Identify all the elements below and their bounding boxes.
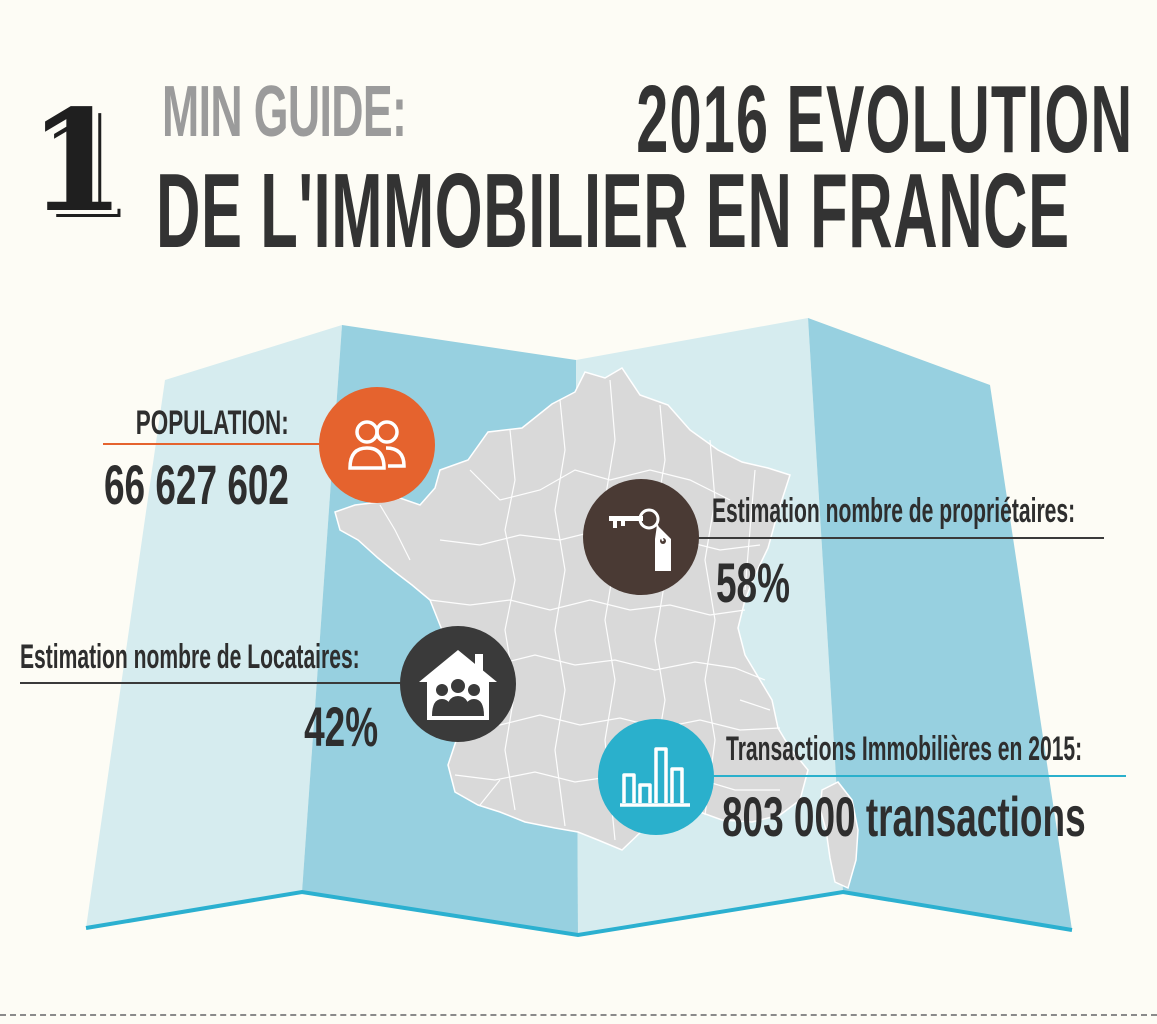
tenants-badge — [400, 626, 516, 742]
people-icon — [348, 420, 406, 470]
year-title: 2016 EVOLUTION — [636, 66, 1133, 173]
population-value: 66 627 602 — [104, 453, 289, 516]
key-tag-icon — [609, 508, 671, 571]
tenants-value: 42% — [304, 695, 378, 758]
transactions-value: 803 000 transactions — [722, 785, 1086, 848]
guide-subtitle: MIN GUIDE: — [162, 72, 407, 152]
map-bottom-edge — [85, 889, 1073, 938]
guide-number: 1 — [28, 80, 126, 244]
population-badge — [319, 387, 435, 503]
main-title: DE L'IMMOBILIER EN FRANCE — [156, 152, 1070, 270]
owners-value: 58% — [716, 551, 790, 614]
tenants-label: Estimation nombre de Locataires: — [20, 638, 360, 676]
dashed-divider — [0, 1014, 1157, 1016]
population-label: POPULATION: — [136, 404, 289, 442]
transactions-badge — [598, 719, 714, 835]
owners-label: Estimation nombre de propriétaires: — [712, 492, 1076, 530]
bar-chart-icon — [620, 747, 690, 807]
owners-badge — [583, 479, 699, 595]
transactions-label: Transactions Immobilières en 2015: — [726, 730, 1083, 768]
house-family-icon — [419, 650, 497, 720]
map-panel-1 — [86, 325, 342, 928]
